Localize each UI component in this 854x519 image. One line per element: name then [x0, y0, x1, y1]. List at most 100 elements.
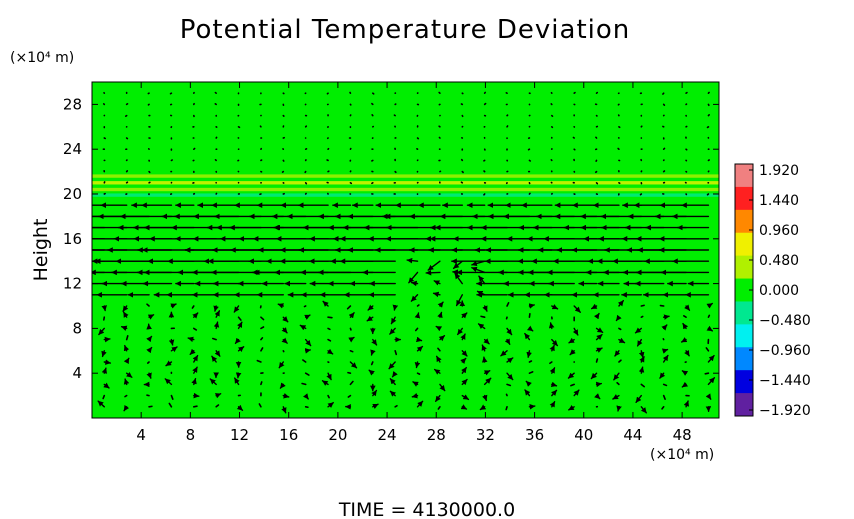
wind-arrow [125, 170, 129, 173]
wind-arrow [214, 393, 222, 399]
wind-arrow [439, 383, 446, 392]
wind-arrow [146, 372, 152, 379]
wind-arrow [406, 257, 419, 264]
wind-arrow [371, 338, 378, 346]
wind-arrow [615, 314, 622, 322]
colorbar-cell [735, 324, 753, 348]
wind-arrow [214, 102, 217, 106]
wind-arrow [617, 147, 620, 150]
colorbar-label: −0.960 [759, 343, 811, 359]
wind-arrow [618, 359, 622, 363]
wind-arrow [438, 334, 446, 342]
x-tick-label: 44 [623, 426, 642, 444]
wind-arrow [680, 337, 688, 343]
wind-arrow [214, 350, 221, 357]
y-tick-label: 28 [63, 95, 82, 113]
wind-arrow [640, 383, 645, 388]
wind-arrow [370, 361, 374, 366]
wind-arrow [367, 304, 374, 311]
wind-arrow [103, 382, 110, 389]
x-tick-label: 4 [136, 426, 146, 444]
wind-arrow [260, 347, 264, 352]
wind-arrow [460, 357, 467, 365]
wind-arrow [278, 361, 285, 369]
wind-arrow [346, 305, 352, 310]
wind-arrow [595, 182, 599, 185]
wind-arrow [394, 404, 398, 408]
wind-arrow [616, 381, 620, 386]
wind-arrow [528, 159, 532, 162]
plot-frame [91, 81, 720, 419]
wind-arrow [685, 148, 688, 151]
wind-arrow [573, 305, 581, 313]
wind-arrow [213, 305, 219, 312]
x-tick-label: 32 [476, 426, 495, 444]
wind-arrow [148, 170, 151, 174]
wind-arrow [528, 360, 533, 363]
wind-arrow [187, 336, 195, 343]
wind-arrow [394, 349, 398, 356]
wind-arrow [348, 312, 355, 319]
colorbar-cell [735, 347, 753, 371]
wind-arrow [425, 269, 441, 276]
wind-arrow [595, 91, 599, 94]
field-band-1 [92, 181, 719, 185]
wind-arrow [368, 369, 375, 376]
wind-arrow [573, 91, 576, 94]
wind-arrow [461, 312, 468, 319]
wind-arrow [548, 322, 555, 330]
wind-arrow [146, 303, 150, 307]
wind-arrow [639, 193, 643, 196]
wind-arrow [299, 324, 307, 331]
wind-arrow [125, 137, 129, 140]
wind-arrow [435, 325, 442, 332]
wind-arrow [260, 381, 263, 386]
wind-arrow [215, 404, 220, 408]
wind-arrow [526, 350, 532, 358]
wind-arrow [233, 305, 240, 313]
wind-arrow [237, 316, 242, 321]
wind-arrow [549, 367, 556, 374]
wind-arrow [661, 405, 665, 410]
wind-arrow [482, 305, 488, 312]
wind-arrow [683, 400, 690, 408]
wind-arrow [103, 359, 112, 365]
wind-arrow [234, 337, 241, 345]
x-tick-label: 24 [378, 426, 397, 444]
wind-arrow [550, 126, 554, 129]
field-band-3 [92, 193, 719, 197]
wind-arrow [168, 338, 175, 346]
wind-arrow [256, 359, 262, 363]
x-tick-label: 8 [186, 426, 196, 444]
y-tick-label: 8 [72, 319, 82, 337]
wind-arrow [480, 315, 486, 319]
wind-arrow [524, 389, 531, 397]
wind-arrow [659, 372, 666, 379]
wind-arrow [347, 394, 352, 398]
wind-arrow [170, 346, 178, 353]
wind-arrow [549, 361, 553, 365]
colorbar-cell [735, 301, 753, 325]
wind-arrow [506, 302, 510, 307]
wind-arrow [416, 400, 424, 408]
wind-arrow [304, 182, 308, 185]
wind-arrow [435, 355, 442, 363]
wind-arrow [483, 102, 487, 106]
wind-arrow [640, 304, 645, 307]
wind-arrow [595, 327, 604, 334]
wind-arrow [427, 260, 441, 271]
wind-arrow [103, 336, 111, 343]
field-band-2 [92, 187, 719, 192]
wind-arrow [483, 170, 486, 173]
wind-arrow [640, 406, 648, 414]
wind-arrow [370, 349, 376, 356]
wind-arrow [549, 344, 555, 352]
wind-arrow [481, 356, 488, 363]
wind-arrow [414, 312, 421, 319]
wind-arrow [125, 335, 129, 341]
wind-arrow [411, 392, 419, 399]
wind-arrow [211, 337, 217, 341]
wind-arrow [705, 393, 712, 400]
wind-arrow [706, 302, 713, 309]
wind-arrow [483, 193, 486, 196]
